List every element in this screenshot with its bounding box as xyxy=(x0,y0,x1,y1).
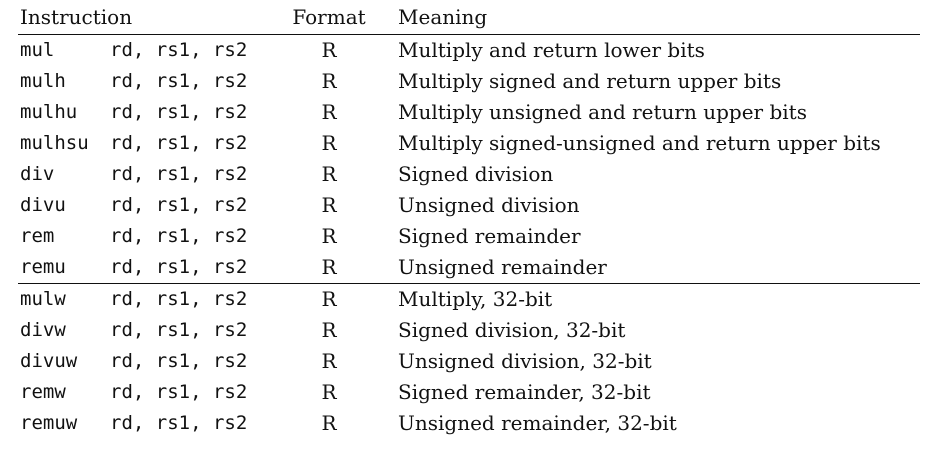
meaning-cell: Multiply and return lower bits xyxy=(398,38,705,62)
table-row: mul rd, rs1, rs2 R Multiply and return lowe… xyxy=(18,35,920,66)
operands-cell: rd, rs1, rs2 xyxy=(110,412,248,434)
format-cell: R xyxy=(321,38,337,62)
table-body: mul rd, rs1, rs2 R Multiply and return lowe… xyxy=(18,34,920,439)
meaning-cell: Signed division, 32-bit xyxy=(398,318,626,342)
mnemonic-cell: divw xyxy=(20,319,66,341)
mnemonic-cell: mul xyxy=(20,39,55,61)
operands-cell: rd, rs1, rs2 xyxy=(110,39,248,61)
meaning-cell: Multiply signed-unsigned and return uppe… xyxy=(398,131,881,155)
operands-cell: rd, rs1, rs2 xyxy=(110,70,248,92)
meaning-cell: Multiply unsigned and return upper bits xyxy=(398,100,807,124)
header-meaning: Meaning xyxy=(398,5,488,29)
operands-cell: rd, rs1, rs2 xyxy=(110,256,248,278)
format-cell: R xyxy=(321,162,337,186)
format-cell: R xyxy=(321,69,337,93)
table-row: divuw rd, rs1, rs2 R Unsigned division, 32-… xyxy=(18,346,920,377)
table-row: div rd, rs1, rs2 R Signed division xyxy=(18,159,920,190)
meaning-cell: Multiply, 32-bit xyxy=(398,287,553,311)
table-header: Instruction Format Meaning xyxy=(18,2,920,34)
operands-cell: rd, rs1, rs2 xyxy=(110,132,248,154)
mnemonic-cell: div xyxy=(20,163,55,185)
format-cell: R xyxy=(321,411,337,435)
format-cell: R xyxy=(321,100,337,124)
table-row: mulw rd, rs1, rs2 R Multiply, 32-bit xyxy=(18,284,920,315)
table-row: remw rd, rs1, rs2 R Signed remainder, 32-bi… xyxy=(18,377,920,408)
table-row: remuw rd, rs1, rs2 R Unsigned remainder, 32… xyxy=(18,408,920,439)
operands-cell: rd, rs1, rs2 xyxy=(110,163,248,185)
mnemonic-cell: remw xyxy=(20,381,66,403)
meaning-cell: Multiply signed and return upper bits xyxy=(398,69,782,93)
meaning-cell: Signed division xyxy=(398,162,554,186)
operands-cell: rd, rs1, rs2 xyxy=(110,350,248,372)
operands-cell: rd, rs1, rs2 xyxy=(110,288,248,310)
format-cell: R xyxy=(321,193,337,217)
format-cell: R xyxy=(321,287,337,311)
table-row: mulhsu rd, rs1, rs2 R Multiply signed-unsig… xyxy=(18,128,920,159)
format-cell: R xyxy=(321,349,337,373)
format-cell: R xyxy=(321,380,337,404)
mnemonic-cell: rem xyxy=(20,225,55,247)
mnemonic-cell: mulw xyxy=(20,288,66,310)
operands-cell: rd, rs1, rs2 xyxy=(110,225,248,247)
meaning-cell: Unsigned remainder xyxy=(398,255,607,279)
table-row: divu rd, rs1, rs2 R Unsigned division xyxy=(18,190,920,221)
meaning-cell: Unsigned remainder, 32-bit xyxy=(398,411,677,435)
table-row: divw rd, rs1, rs2 R Signed division, 32-bit xyxy=(18,315,920,346)
operands-cell: rd, rs1, rs2 xyxy=(110,194,248,216)
operands-cell: rd, rs1, rs2 xyxy=(110,101,248,123)
meaning-cell: Unsigned division xyxy=(398,193,580,217)
header-format: Format xyxy=(292,5,366,29)
table-row: remu rd, rs1, rs2 R Unsigned remainder xyxy=(18,252,920,283)
table-row: mulhu rd, rs1, rs2 R Multiply unsigned and … xyxy=(18,97,920,128)
format-cell: R xyxy=(321,318,337,342)
mnemonic-cell: remu xyxy=(20,256,66,278)
mnemonic-cell: remuw xyxy=(20,412,78,434)
table-row: rem rd, rs1, rs2 R Signed remainder xyxy=(18,221,920,252)
mnemonic-cell: mulhsu xyxy=(20,132,89,154)
group-divider xyxy=(18,34,920,35)
instruction-table: Instruction Format Meaning mul rd, rs1, r… xyxy=(18,2,920,439)
mnemonic-cell: mulh xyxy=(20,70,66,92)
mnemonic-cell: mulhu xyxy=(20,101,78,123)
mnemonic-cell: divuw xyxy=(20,350,78,372)
meaning-cell: Unsigned division, 32-bit xyxy=(398,349,652,373)
meaning-cell: Signed remainder, 32-bit xyxy=(398,380,651,404)
format-cell: R xyxy=(321,131,337,155)
group-divider xyxy=(18,283,920,284)
meaning-cell: Signed remainder xyxy=(398,224,581,248)
header-instruction: Instruction xyxy=(20,5,133,29)
operands-cell: rd, rs1, rs2 xyxy=(110,381,248,403)
table-row: mulh rd, rs1, rs2 R Multiply signed and ret… xyxy=(18,66,920,97)
format-cell: R xyxy=(321,224,337,248)
operands-cell: rd, rs1, rs2 xyxy=(110,319,248,341)
mnemonic-cell: divu xyxy=(20,194,66,216)
format-cell: R xyxy=(321,255,337,279)
